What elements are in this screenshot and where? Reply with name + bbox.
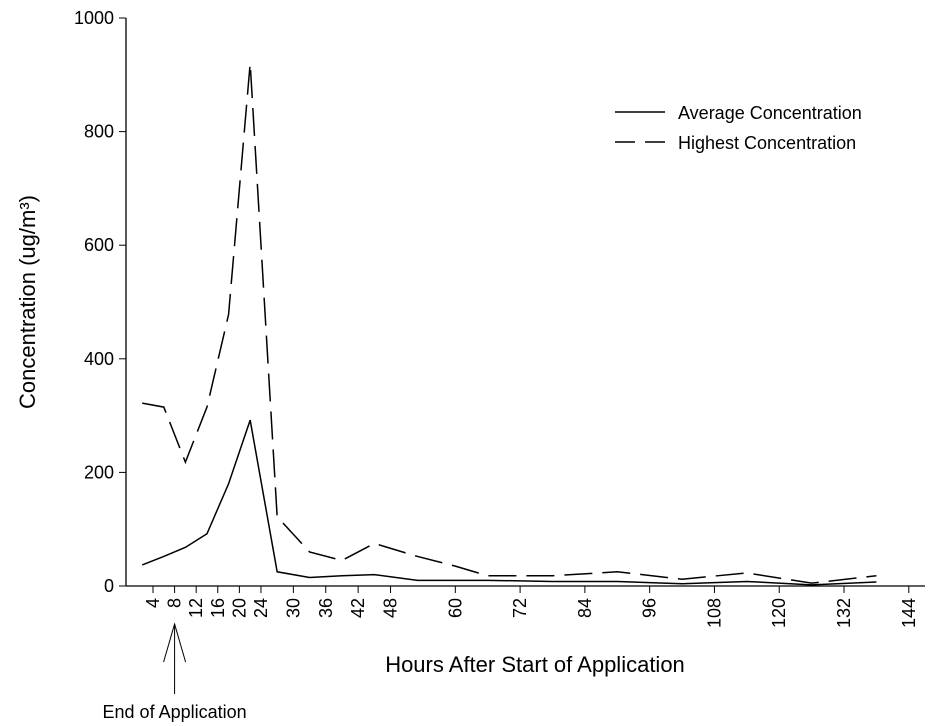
y-tick-label: 1000	[74, 8, 114, 28]
x-tick-label: 60	[445, 598, 465, 618]
x-tick-label: 8	[165, 598, 185, 608]
x-tick-label: 48	[381, 598, 401, 618]
x-tick-label: 84	[575, 598, 595, 618]
x-tick-label: 4	[143, 598, 163, 608]
x-tick-label: 108	[704, 598, 724, 628]
series-line	[142, 63, 877, 584]
x-tick-label: 16	[208, 598, 228, 618]
legend-label: Highest Concentration	[678, 133, 856, 153]
x-tick-label: 144	[899, 598, 919, 628]
x-tick-label: 132	[834, 598, 854, 628]
series-line	[141, 419, 877, 586]
y-axis-label: Concentration (ug/m³)	[15, 195, 40, 409]
y-tick-label: 800	[84, 122, 114, 142]
x-tick-label: 120	[769, 598, 789, 628]
x-tick-label: 36	[316, 598, 336, 618]
y-tick-label: 400	[84, 349, 114, 369]
legend-label: Average Concentration	[678, 103, 862, 123]
x-axis-label: Hours After Start of Application	[385, 652, 685, 677]
annotation-arrowhead	[163, 622, 187, 663]
x-tick-label: 24	[251, 598, 271, 618]
x-tick-label: 30	[283, 598, 303, 618]
annotation-text: End of Application	[103, 702, 247, 722]
x-tick-label: 42	[348, 598, 368, 618]
x-tick-label: 72	[510, 598, 530, 618]
x-tick-label: 20	[229, 598, 249, 618]
y-tick-label: 600	[84, 235, 114, 255]
x-tick-label: 12	[186, 598, 206, 618]
y-tick-label: 0	[104, 576, 114, 596]
x-tick-label: 96	[640, 598, 660, 618]
y-tick-label: 200	[84, 462, 114, 482]
